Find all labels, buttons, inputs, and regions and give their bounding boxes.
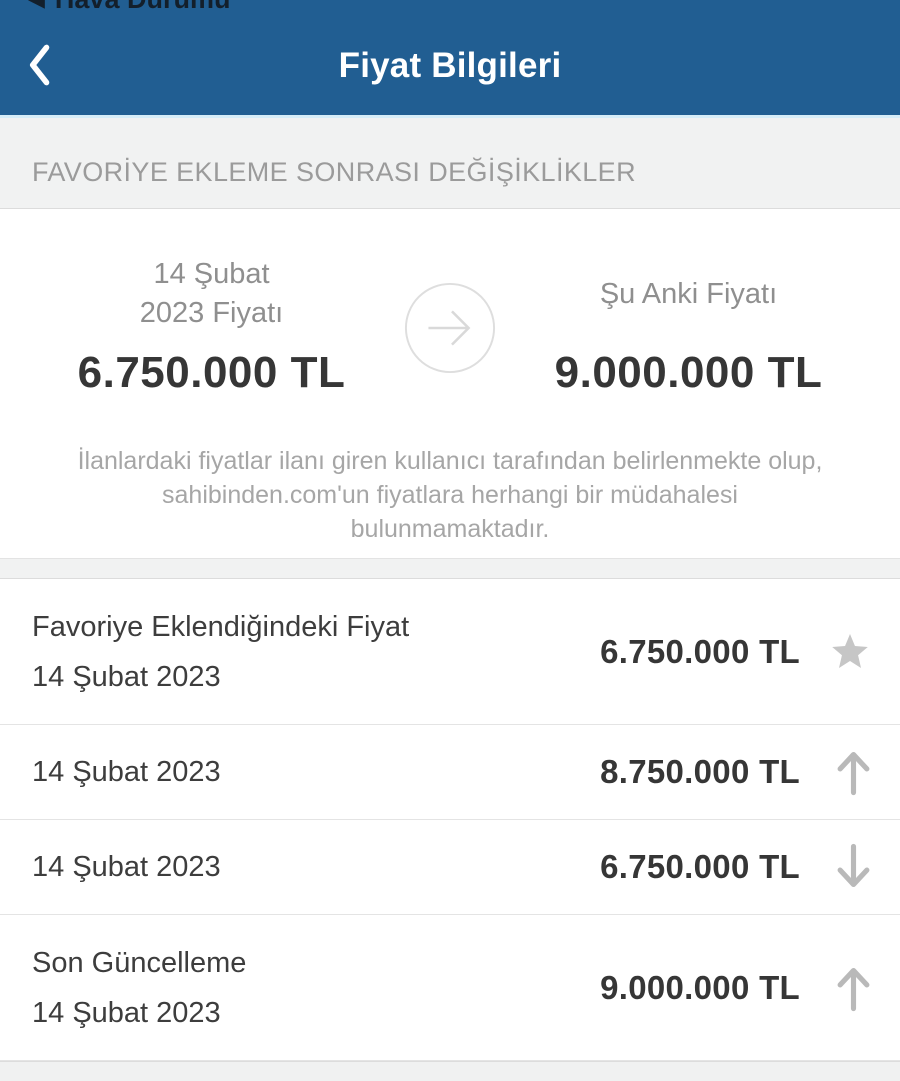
circle-right-arrow-icon xyxy=(403,281,497,380)
row-date: 14 Şubat 2023 xyxy=(32,756,221,788)
price-history-row[interactable]: 14 Şubat 2023 6.750.000 TL xyxy=(0,820,900,915)
row-title: Son Güncelleme xyxy=(32,946,247,979)
page-title: Fiyat Bilgileri xyxy=(338,46,562,85)
row-price: 6.750.000 TL xyxy=(600,632,800,670)
price-disclaimer: İlanlardaki fiyatlar ilanı giren kullanı… xyxy=(28,444,872,546)
row-price: 9.000.000 TL xyxy=(600,968,800,1006)
row-title: Favoriye Eklendiğindeki Fiyat xyxy=(32,610,410,643)
price-history-row[interactable]: Favoriye Eklendiğindeki Fiyat 14 Şubat 2… xyxy=(0,579,900,725)
section-header-label: FAVORİYE EKLEME SONRASI DEĞİŞİKLİKLER xyxy=(32,157,636,187)
section-divider-band xyxy=(0,558,900,579)
row-date: 14 Şubat 2023 xyxy=(32,851,221,883)
chevron-left-icon xyxy=(24,41,54,92)
current-price-label: Şu Anki Fiyatı xyxy=(505,255,872,333)
star-icon xyxy=(800,630,876,674)
price-comparison-section: 14 Şubat 2023 Fiyatı 6.750.000 TL Şu Ank… xyxy=(0,209,900,558)
back-button[interactable] xyxy=(24,38,64,94)
current-price-value: 9.000.000 TL xyxy=(554,348,823,397)
section-header-band: FAVORİYE EKLEME SONRASI DEĞİŞİKLİKLER xyxy=(0,118,900,209)
row-date: 14 Şubat 2023 xyxy=(32,996,221,1029)
return-to-app-banner[interactable]: ◀ Hava Durumu xyxy=(28,0,900,14)
current-price-column: Şu Anki Fiyatı 9.000.000 TL xyxy=(505,255,872,397)
arrow-down-icon xyxy=(800,842,876,892)
nav-bar: Fiyat Bilgileri xyxy=(0,16,900,116)
back-to-app-label: Hava Durumu xyxy=(55,0,231,14)
arrow-up-icon xyxy=(800,747,876,797)
arrow-up-icon xyxy=(800,963,876,1013)
old-price-label-line2: 2023 Fiyatı xyxy=(139,297,284,329)
back-to-app-icon: ◀ xyxy=(28,0,45,14)
disclaimer-line2: sahibinden.com'un fiyatlara herhangi bir… xyxy=(162,481,738,543)
current-price-label-line: Şu Anki Fiyatı xyxy=(599,277,778,310)
row-date: 14 Şubat 2023 xyxy=(32,660,221,693)
price-history-row[interactable]: Son Güncelleme 14 Şubat 2023 9.000.000 T… xyxy=(0,915,900,1061)
row-price: 6.750.000 TL xyxy=(600,848,800,885)
old-price-label-line1: 14 Şubat xyxy=(153,258,270,290)
old-price-value: 6.750.000 TL xyxy=(77,348,346,397)
disclaimer-line1: İlanlardaki fiyatlar ilanı giren kullanı… xyxy=(77,447,823,475)
price-change-arrow xyxy=(395,281,505,380)
old-price-column: 14 Şubat 2023 Fiyatı 6.750.000 TL xyxy=(28,255,395,397)
app-header: ◀ Hava Durumu Fiyat Bilgileri xyxy=(0,0,900,118)
row-price: 8.750.000 TL xyxy=(600,753,800,790)
bottom-band xyxy=(0,1061,900,1081)
price-history-list: Favoriye Eklendiğindeki Fiyat 14 Şubat 2… xyxy=(0,579,900,1061)
price-history-row[interactable]: 14 Şubat 2023 8.750.000 TL xyxy=(0,725,900,820)
status-bar: ◀ Hava Durumu xyxy=(0,0,900,16)
old-price-label: 14 Şubat 2023 Fiyatı xyxy=(28,255,395,333)
